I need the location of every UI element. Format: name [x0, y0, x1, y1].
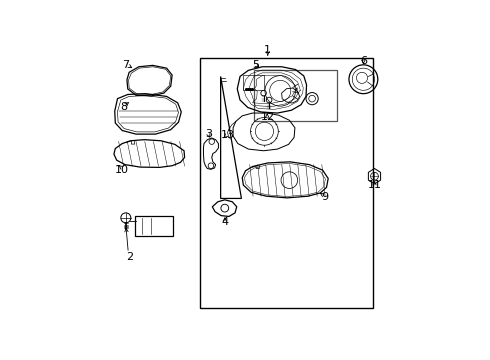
Text: 9: 9: [321, 192, 328, 202]
Text: 10: 10: [114, 165, 128, 175]
Bar: [254, 69, 337, 121]
Text: 13: 13: [220, 130, 235, 140]
Text: 7: 7: [122, 60, 129, 70]
Text: 5: 5: [253, 60, 260, 70]
Text: 11: 11: [368, 180, 382, 190]
Bar: [135, 216, 172, 236]
Text: 6: 6: [360, 56, 367, 66]
Text: 2: 2: [126, 252, 133, 262]
Text: 3: 3: [205, 129, 213, 139]
Bar: [244, 75, 264, 90]
Text: 4: 4: [221, 217, 228, 227]
Text: 1: 1: [264, 45, 271, 55]
Text: 12: 12: [261, 112, 275, 122]
Text: 8: 8: [121, 102, 128, 112]
Bar: [200, 58, 373, 308]
